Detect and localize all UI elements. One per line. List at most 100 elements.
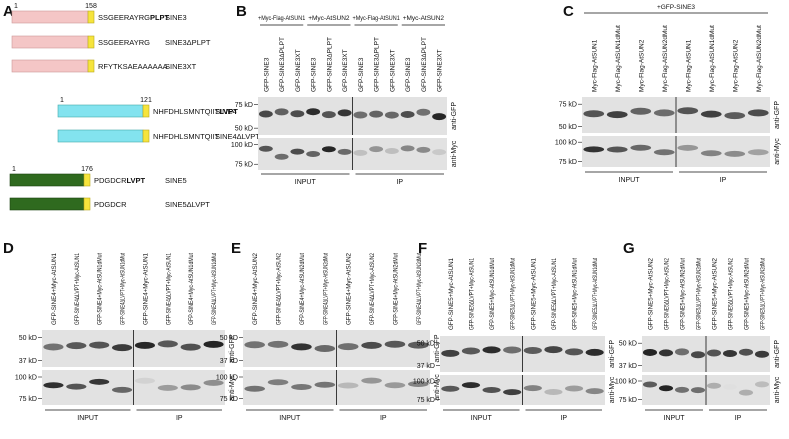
- lane-label: Myc-Flag-AtSUN2: [732, 39, 739, 92]
- panel-letter: F: [418, 240, 427, 257]
- antibody-label: anti-GFP: [774, 101, 781, 129]
- band: [564, 385, 584, 392]
- lane-label: GFP-SINE4ΔLVPT+Myc-AtSUN2: [276, 253, 283, 325]
- lane-label: GFP-SINE4ΔLVPT+Myc-AtSUN1dMut: [211, 253, 218, 325]
- residue-start: 1: [12, 166, 16, 173]
- band: [658, 349, 674, 357]
- band: [384, 147, 399, 154]
- lane-label: GFP-SINE3XT: [389, 49, 396, 92]
- size-marker: 75 kD: [559, 159, 577, 166]
- band: [384, 111, 399, 119]
- band: [258, 145, 273, 152]
- size-marker: 100 kD: [615, 379, 637, 386]
- lane-label: GFP-SINE4+Myc-AtSUN1: [51, 253, 58, 325]
- band: [43, 343, 64, 351]
- band: [642, 348, 658, 356]
- motif-box: [83, 173, 91, 187]
- construct-name: SINE5ΔLVPT: [165, 200, 210, 209]
- section-label: INPUT: [295, 179, 317, 186]
- band: [700, 150, 722, 157]
- section-label: IP: [735, 415, 742, 422]
- band: [89, 378, 110, 385]
- antibody-label: anti-GFP: [451, 102, 458, 130]
- band: [690, 351, 706, 359]
- lane-label: GFP-SINE4+Myc-AtSUN2: [252, 253, 259, 325]
- band: [674, 348, 690, 356]
- band: [157, 340, 178, 348]
- size-marker: 100 kD: [15, 375, 37, 382]
- band: [337, 109, 352, 117]
- band: [258, 110, 273, 118]
- section-label: IP: [396, 179, 403, 186]
- motif-box: [83, 197, 91, 211]
- lane-label: GFP-SINE3ΔPLPT: [374, 37, 381, 92]
- band: [441, 349, 460, 357]
- section-label: INPUT: [664, 415, 686, 422]
- band: [606, 111, 628, 119]
- size-marker: 37 kD: [619, 363, 637, 370]
- band: [674, 386, 690, 393]
- sequence: PDGDCR: [94, 176, 127, 185]
- band: [677, 107, 699, 115]
- band: [724, 150, 746, 157]
- lane-label: Myc-Flag-AtSUN2dMut: [662, 25, 669, 92]
- domain-bar: [57, 104, 144, 118]
- sequence: NHFDHLSMNTQIIT: [153, 132, 220, 141]
- lane-label: GFP-SINE5+Myc-AtSUN1: [530, 258, 537, 330]
- band: [337, 148, 352, 155]
- lane-label: GFP-SINE4+Myc-AtSUN1: [142, 253, 149, 325]
- size-marker: 50 kD: [19, 335, 37, 342]
- band: [244, 341, 265, 349]
- section-label: INPUT: [279, 415, 301, 422]
- band: [321, 111, 336, 119]
- residue-start: 1: [60, 97, 64, 104]
- band: [461, 382, 481, 389]
- band: [503, 346, 522, 354]
- size-marker: 50 kD: [235, 126, 253, 133]
- lane-label: GFP-SINE4+Myc-AtSUN2dMut: [392, 253, 399, 325]
- band: [203, 340, 224, 348]
- band: [134, 377, 156, 384]
- band: [400, 145, 415, 152]
- section-label: IP: [560, 415, 567, 422]
- band: [416, 146, 431, 153]
- band: [291, 343, 312, 351]
- sequence: SSGEERAYRG: [98, 38, 150, 47]
- band: [432, 113, 447, 121]
- band: [482, 346, 501, 354]
- antibody-label: anti-Myc: [774, 376, 781, 403]
- size-marker: 75 kD: [220, 396, 238, 403]
- band: [267, 379, 289, 386]
- band: [585, 388, 604, 395]
- lane-label: GFP-SINE4ΔLVPT+Myc-AtSUN2: [369, 253, 376, 325]
- domain-bar: [57, 129, 144, 143]
- band: [180, 384, 201, 391]
- lane-label: GFP-SINE5+Myc-AtSUN1dMut: [489, 258, 496, 330]
- band: [314, 345, 336, 353]
- band: [658, 385, 674, 392]
- lane-label: GFP-SINE3ΔPLPT: [326, 37, 333, 92]
- lane-label: GFP-SINE5ΔLVPT+Myc-AtSUN1: [551, 258, 558, 330]
- antibody-label: anti-Myc: [774, 138, 781, 165]
- band: [43, 382, 64, 389]
- band: [653, 109, 675, 117]
- size-marker: 37 kD: [220, 358, 238, 365]
- antibody-label: anti-GFP: [609, 340, 616, 368]
- size-marker: 50 kD: [417, 341, 435, 348]
- band: [441, 385, 460, 392]
- lane-label: GFP-SINE3ΔPLPT: [279, 37, 286, 92]
- domain-bar: [9, 173, 85, 187]
- band: [111, 344, 133, 352]
- band: [290, 148, 305, 155]
- band: [180, 343, 201, 351]
- band: [630, 144, 652, 151]
- motif-box: [87, 35, 95, 49]
- lane-label: GFP-SINE3ΔPLPT: [421, 37, 428, 92]
- band: [738, 348, 754, 356]
- lane-label: GFP-SINE4+Myc-AtSUN1dMut: [188, 253, 195, 325]
- band: [724, 112, 746, 120]
- lane-label: GFP-SINE4+Myc-AtSUN2dMut: [299, 253, 306, 325]
- lane-label: GFP-SINE3XT: [437, 49, 444, 92]
- size-marker: 75 kD: [235, 102, 253, 109]
